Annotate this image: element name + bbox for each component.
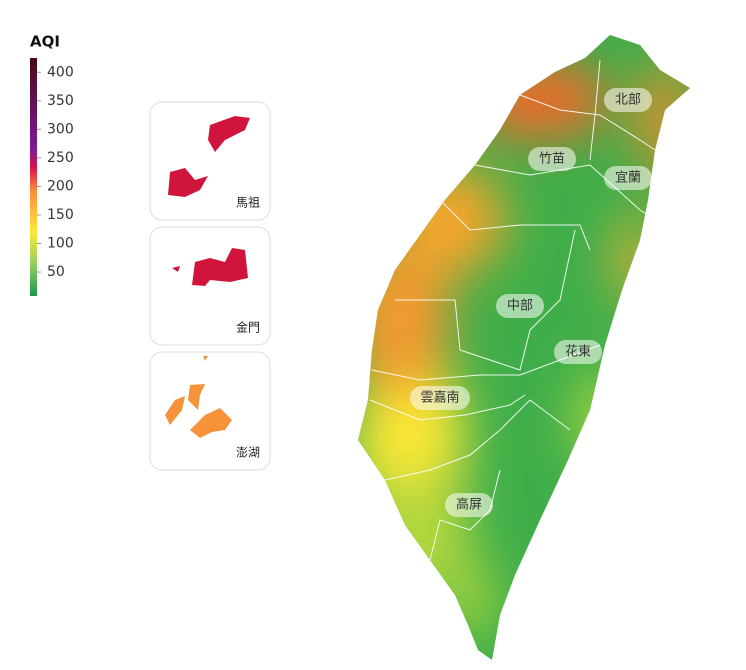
region-pill: [528, 147, 576, 171]
legend-tick-label: 150: [47, 207, 74, 223]
inset-label: 金門: [236, 320, 260, 335]
region-pill: [496, 294, 544, 318]
legend-bar: [30, 58, 37, 296]
legend-tick-label: 300: [47, 121, 74, 137]
region-label: 中部: [507, 299, 533, 314]
legend-tick-label: 100: [47, 235, 74, 251]
legend-tick-label: 50: [47, 264, 65, 280]
region-pill: [604, 88, 652, 112]
inset-penghu: [149, 351, 271, 471]
legend-tick-label: 350: [47, 93, 74, 109]
legend-ticks: 50 100 150 200 250 300 350 400: [37, 64, 74, 280]
legend-title: AQI: [30, 33, 60, 51]
island: [358, 35, 690, 660]
region-label: 北部: [615, 93, 641, 108]
inset-label: 澎湖: [236, 445, 260, 460]
inset-label: 馬祖: [236, 195, 260, 210]
legend-tick-label: 200: [47, 178, 74, 194]
legend-tick-label: 250: [47, 150, 74, 166]
inset-kinmen: [149, 226, 271, 346]
region-label: 花東: [565, 344, 591, 360]
inset-matsu: [149, 101, 271, 221]
region-pill: [445, 493, 493, 517]
region-pill: [604, 166, 652, 190]
region-label: 雲嘉南: [420, 390, 459, 406]
region-pill: [410, 386, 470, 410]
region-pill: [554, 340, 602, 364]
region-label: 竹苗: [539, 152, 565, 167]
legend-tick-label: 400: [47, 64, 74, 80]
region-label: 高屏: [456, 497, 482, 513]
region-label: 宜蘭: [615, 170, 641, 186]
